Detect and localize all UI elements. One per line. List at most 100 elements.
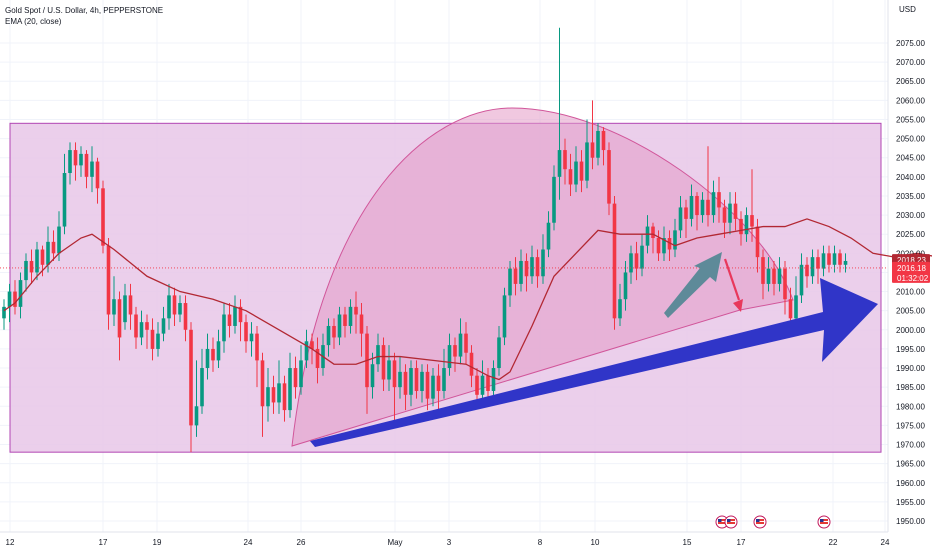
candle-up — [777, 268, 782, 284]
candle-down — [183, 303, 188, 330]
red-down-arrow-head — [733, 299, 743, 312]
candle-down — [816, 257, 820, 269]
event-flag-stripe — [756, 522, 764, 524]
candle-up — [139, 322, 144, 338]
countdown-text: 01:32:02 — [897, 274, 929, 283]
event-flag-canton — [718, 519, 722, 522]
event-flag-stripe — [756, 519, 764, 521]
time-tick: 22 — [829, 538, 838, 547]
candle-down — [838, 253, 842, 265]
candle-up — [370, 364, 375, 388]
candle-down — [392, 360, 397, 388]
candle-down — [535, 257, 540, 277]
candle-up — [794, 295, 798, 319]
candle-up — [398, 371, 402, 388]
candle-down — [464, 333, 468, 353]
price-tick: 1990.00 — [896, 364, 925, 373]
price-tick: 2030.00 — [896, 211, 925, 220]
time-tick: 19 — [153, 538, 162, 547]
candle-down — [40, 249, 45, 265]
candle-down — [29, 260, 34, 273]
price-tick: 2035.00 — [896, 192, 925, 201]
candle-down — [755, 226, 760, 258]
candle-down — [772, 268, 776, 284]
candle-down — [667, 238, 672, 250]
candle-up — [57, 226, 61, 254]
event-icons[interactable] — [715, 515, 831, 529]
candle-up — [266, 387, 270, 407]
candle-down — [150, 329, 155, 349]
price-tick: 1975.00 — [896, 421, 925, 430]
candle-up — [167, 295, 171, 319]
candle-down — [469, 352, 474, 376]
candle-down — [651, 226, 655, 239]
candle-up — [519, 260, 523, 284]
candle-up — [689, 195, 694, 219]
candle-up — [766, 268, 771, 284]
price-tick: 2060.00 — [896, 96, 925, 105]
candle-up — [205, 348, 210, 369]
candle-up — [799, 264, 804, 296]
candle-up — [541, 249, 545, 277]
candle-up — [112, 299, 116, 315]
candle-up — [546, 222, 551, 250]
candle-up — [288, 368, 292, 411]
time-tick: 15 — [683, 538, 692, 547]
price-tick: 2070.00 — [896, 58, 925, 67]
candle-up — [530, 257, 534, 277]
candle-up — [744, 215, 749, 235]
candle-up — [821, 253, 826, 269]
event-flag-stripe — [820, 519, 828, 521]
candle-down — [788, 299, 793, 319]
candle-up — [662, 238, 666, 254]
candle-down — [425, 371, 430, 399]
candle-up — [458, 333, 463, 357]
candle-up — [90, 161, 94, 177]
candle-up — [24, 260, 28, 281]
candle-down — [73, 150, 78, 166]
candle-down — [590, 142, 595, 158]
candle-down — [579, 161, 584, 181]
currency-label: USD — [899, 5, 916, 14]
candle-down — [717, 192, 721, 208]
price-tick: 2055.00 — [896, 115, 925, 124]
candle-up — [216, 341, 221, 361]
candle-up — [596, 130, 600, 158]
candle-up — [623, 272, 628, 300]
ema-line — [0, 218, 932, 381]
candle-down — [607, 150, 611, 204]
price-tick: 2020.00 — [896, 249, 925, 258]
candle-up — [810, 257, 815, 277]
event-flag-icon — [724, 515, 738, 529]
candle-up — [491, 368, 496, 391]
candle-down — [486, 375, 490, 391]
candle-down — [656, 238, 661, 254]
candle-down — [750, 215, 754, 227]
candle-up — [574, 161, 578, 185]
candle-down — [117, 299, 122, 338]
candle-up — [480, 375, 485, 395]
candle-up — [68, 150, 72, 174]
candle-up — [7, 291, 12, 307]
candle-up — [123, 295, 127, 323]
candle-down — [282, 383, 287, 411]
candle-down — [310, 341, 314, 349]
candle-down — [761, 257, 765, 284]
time-scale[interactable]: 12 17 19 24 26 May 3 8 10 15 17 22 24 — [6, 538, 890, 547]
indicator-label[interactable]: EMA (20, close) — [5, 17, 62, 26]
candle-up — [497, 337, 501, 369]
candle-down — [244, 322, 248, 342]
candle-up — [552, 176, 556, 223]
candle-up — [832, 253, 837, 265]
time-tick: 17 — [99, 538, 108, 547]
candle-up — [2, 306, 6, 319]
candle-up — [376, 345, 380, 365]
price-tick: 1980.00 — [896, 402, 925, 411]
candle-down — [293, 368, 298, 388]
candle-down — [722, 207, 727, 223]
event-flag-icon — [753, 515, 767, 529]
gray-up-arrow — [664, 252, 722, 318]
symbol-title[interactable]: Gold Spot / U.S. Dollar, 4h, PEPPERSTONE — [5, 6, 164, 15]
